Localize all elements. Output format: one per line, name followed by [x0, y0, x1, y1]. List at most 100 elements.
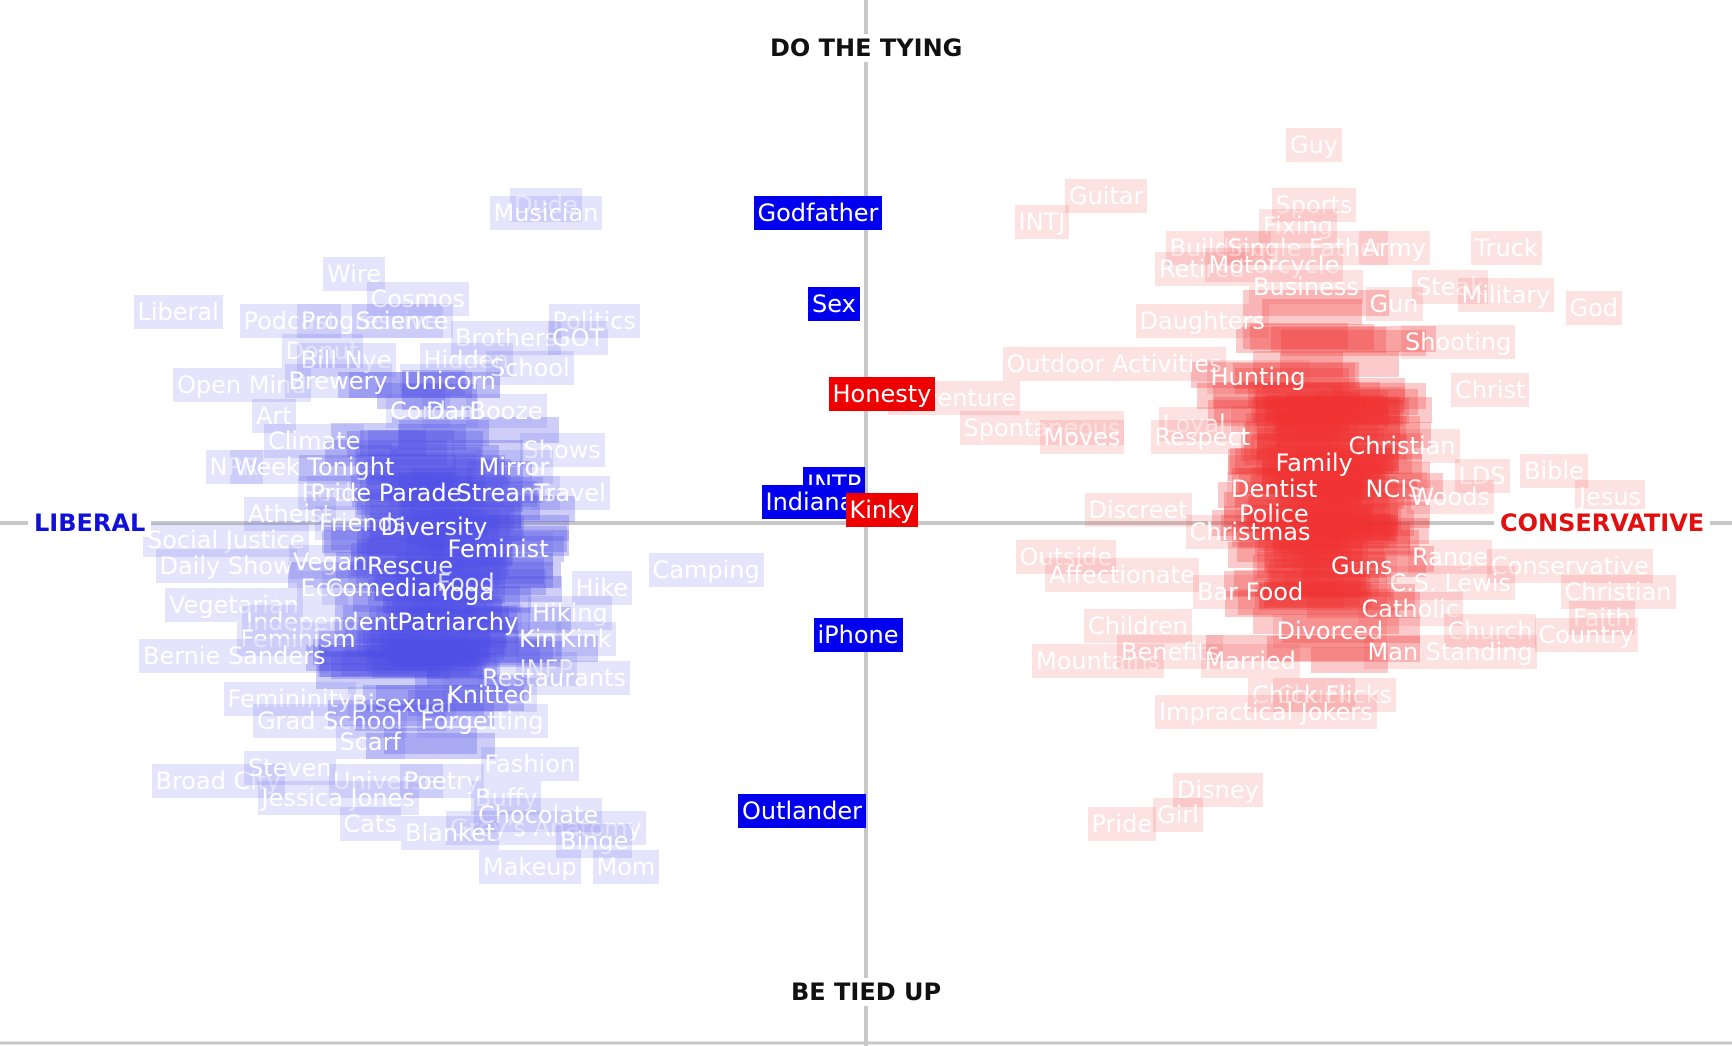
- liberal-word-streams: Streams: [452, 475, 560, 510]
- conservative-cluster-box: [1258, 581, 1373, 608]
- conservative-cluster-box: [1261, 469, 1366, 496]
- liberal-word-bernie-sanders: Bernie Sanders: [139, 639, 330, 674]
- conservative-cluster-box: [1212, 381, 1380, 408]
- conservative-cluster-box: [1205, 635, 1374, 662]
- conservative-cluster-box: [1262, 464, 1376, 491]
- conservative-cluster-box: [1230, 406, 1348, 433]
- highlighted-word-sex: Sex: [808, 286, 860, 321]
- liberal-cluster-box: [396, 553, 554, 580]
- conservative-cluster-box: [1255, 581, 1387, 608]
- conservative-cluster-box: [1267, 563, 1366, 590]
- conservative-word-woods: Woods: [1406, 480, 1494, 515]
- conservative-cluster-box: [1207, 400, 1336, 427]
- liberal-cluster-box: [400, 514, 570, 541]
- liberal-word-booze: Booze: [465, 394, 547, 429]
- liberal-word-restaurants: Restaurants: [478, 660, 630, 695]
- liberal-cluster-box: [396, 590, 476, 617]
- liberal-cluster-box: [340, 649, 440, 676]
- conservative-cluster-box: [1270, 326, 1436, 353]
- liberal-word-wire: Wire: [323, 256, 385, 291]
- conservative-cluster-box: [1300, 535, 1363, 562]
- conservative-word-christ: Christ: [1451, 372, 1530, 407]
- liberal-cluster-box: [359, 467, 473, 494]
- conservative-cluster-box: [1305, 557, 1388, 584]
- conservative-cluster-box: [1251, 396, 1400, 423]
- conservative-word-military: Military: [1457, 278, 1555, 313]
- conservative-cluster-box: [1257, 524, 1330, 551]
- conservative-word-impractical-jokers: Impractical Jokers: [1155, 695, 1377, 730]
- liberal-word-week-tonight: Week Tonight: [230, 450, 399, 485]
- liberal-cluster-box: [412, 466, 523, 493]
- liberal-cluster-box: [353, 585, 521, 612]
- liberal-cluster-box: [408, 606, 572, 633]
- liberal-cluster-box: [366, 459, 511, 486]
- conservative-cluster-box: [1237, 535, 1368, 562]
- conservative-word-loyal: Loyal: [1158, 407, 1230, 442]
- liberal-cluster-box: [360, 430, 427, 457]
- liberal-cluster-box: [382, 587, 531, 614]
- liberal-cluster-box: [407, 689, 484, 716]
- conservative-cluster-box: [1259, 583, 1415, 610]
- conservative-cluster-box: [1252, 555, 1321, 582]
- liberal-cluster-box: [389, 619, 490, 646]
- conservative-word-disney: Disney: [1173, 772, 1263, 807]
- axis-label-left: LIBERAL: [28, 509, 152, 537]
- conservative-word-range: Range: [1408, 540, 1493, 575]
- conservative-cluster-box: [1309, 516, 1372, 543]
- liberal-cluster-box: [349, 371, 473, 398]
- liberal-word-cord: Cord: [386, 394, 451, 429]
- liberal-cluster-box: [428, 577, 506, 604]
- conservative-cluster-box: [1280, 330, 1426, 357]
- conservative-word-god: God: [1565, 291, 1623, 325]
- liberal-word-vegan: Vegan: [289, 544, 372, 579]
- liberal-cluster-box: [324, 440, 448, 467]
- conservative-word-faith: Faith: [1569, 600, 1635, 635]
- liberal-cluster-box: [394, 608, 509, 635]
- liberal-word-mirror: Mirror: [474, 450, 554, 485]
- liberal-cluster-box: [348, 564, 482, 591]
- conservative-cluster-box: [1257, 433, 1422, 460]
- liberal-word-chocolate: Chocolate: [474, 798, 603, 833]
- conservative-cluster-box: [1286, 504, 1385, 531]
- liberal-cluster-box: [357, 631, 519, 658]
- conservative-word-hunting: Hunting: [1206, 359, 1310, 394]
- conservative-word-ncis: NCIS: [1361, 471, 1427, 506]
- liberal-word-travel: Travel: [530, 475, 610, 510]
- liberal-cluster-box: [392, 640, 562, 667]
- liberal-cluster-box: [415, 674, 529, 701]
- liberal-cluster-box: [355, 493, 474, 520]
- liberal-cluster-box: [358, 616, 519, 643]
- liberal-word-feminism: Feminism: [236, 622, 360, 657]
- axis-label-right: CONSERVATIVE: [1494, 509, 1711, 537]
- conservative-cluster-box: [1276, 473, 1372, 500]
- liberal-word-friends: Friends: [315, 506, 410, 540]
- liberal-cluster-box: [460, 486, 524, 513]
- liberal-cluster-box: [399, 420, 489, 447]
- liberal-cluster-box: [356, 488, 458, 515]
- liberal-word-poetry: Poetry: [399, 764, 485, 798]
- conservative-cluster-box: [1311, 454, 1390, 481]
- liberal-cluster-box: [362, 530, 489, 557]
- conservative-cluster-box: [1253, 377, 1405, 404]
- liberal-cluster-box: [390, 447, 481, 474]
- liberal-cluster-box: [370, 454, 506, 481]
- liberal-cluster-box: [427, 576, 562, 603]
- conservative-cluster-box: [1223, 492, 1391, 519]
- conservative-word-gun: Gun: [1365, 286, 1423, 321]
- liberal-word-dan: Dan: [422, 394, 479, 429]
- conservative-cluster-box: [1237, 589, 1394, 616]
- conservative-cluster-box: [1314, 389, 1388, 416]
- conservative-cluster-box: [1268, 395, 1385, 422]
- liberal-word-grey-s-anatomy: Grey's Anatomy: [446, 811, 646, 846]
- liberal-word-atheist: Atheist: [244, 497, 336, 532]
- liberal-word-daily-show: Daily Show: [155, 549, 297, 583]
- conservative-cluster-box: [1248, 495, 1321, 522]
- conservative-cluster-box: [1235, 368, 1350, 395]
- liberal-cluster-box: [409, 596, 502, 623]
- liberal-cluster-box: [370, 513, 453, 540]
- liberal-word-knitted: Knitted: [443, 678, 538, 712]
- liberal-word-brewery: Brewery: [284, 364, 392, 399]
- conservative-cluster-box: [1242, 322, 1349, 349]
- conservative-word-retired: Retired: [1155, 252, 1249, 287]
- liberal-cluster-box: [318, 651, 483, 678]
